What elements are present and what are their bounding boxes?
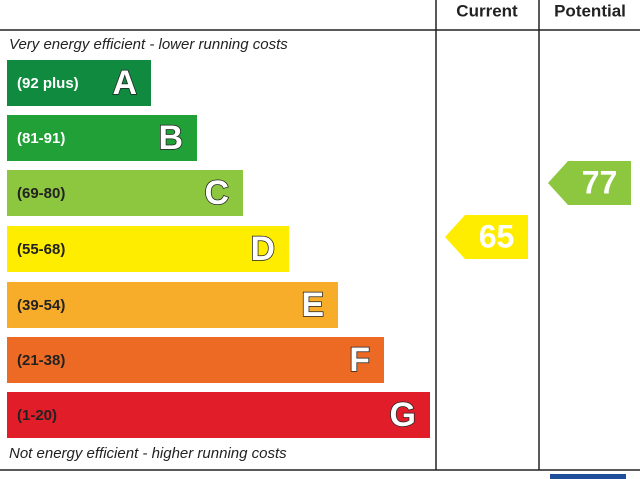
potential-header: Potential xyxy=(554,1,626,20)
band-range: (39-54) xyxy=(17,297,65,314)
band-bar xyxy=(7,115,197,161)
band-bar xyxy=(7,226,289,272)
band-range: (55-68) xyxy=(17,241,65,258)
potential-arrow xyxy=(548,161,631,205)
band-bar xyxy=(7,392,430,438)
top-note: Very energy efficient - lower running co… xyxy=(9,36,288,53)
band-letter: G xyxy=(390,396,416,434)
band-range: (1-20) xyxy=(17,407,57,424)
band-range: (69-80) xyxy=(17,185,65,202)
band-letter: F xyxy=(349,341,370,379)
current-score: 65 xyxy=(479,218,515,254)
band-bar xyxy=(7,337,384,383)
band-range: (92 plus) xyxy=(17,75,79,92)
band-letter: B xyxy=(158,119,183,157)
band-letter: E xyxy=(301,286,324,324)
band-range: (21-38) xyxy=(17,352,65,369)
current-header: Current xyxy=(456,1,518,20)
band-range: (81-91) xyxy=(17,130,65,147)
potential-score: 77 xyxy=(582,164,618,200)
footer-decoration xyxy=(550,474,626,479)
current-arrow xyxy=(445,215,528,259)
band-letter: C xyxy=(204,174,229,212)
band-bar xyxy=(7,170,243,216)
bottom-note: Not energy efficient - higher running co… xyxy=(9,445,287,462)
band-letter: A xyxy=(112,64,137,102)
band-bar xyxy=(7,60,151,106)
band-bar xyxy=(7,282,338,328)
band-letter: D xyxy=(250,230,275,268)
